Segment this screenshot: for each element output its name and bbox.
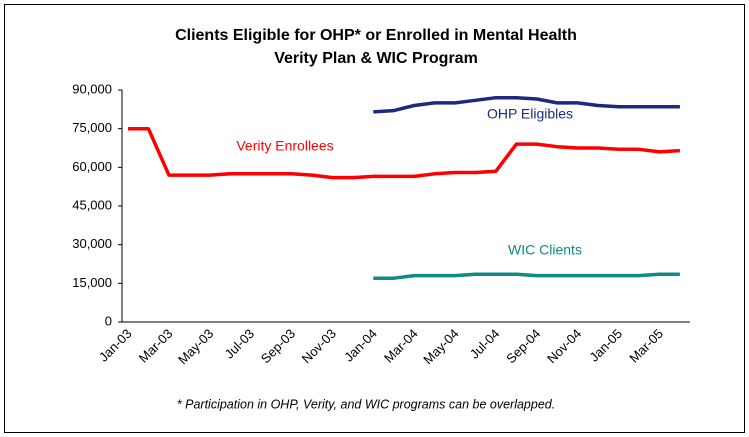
chart-title: Verity Plan & WIC Program bbox=[274, 50, 478, 67]
y-tick-label: 60,000 bbox=[72, 159, 112, 174]
series-label: OHP Eligibles bbox=[487, 106, 573, 122]
y-tick-label: 45,000 bbox=[72, 197, 112, 212]
footnote: * Participation in OHP, Verity, and WIC … bbox=[177, 397, 555, 411]
y-tick-label: 0 bbox=[105, 313, 112, 328]
chart-frame bbox=[4, 4, 745, 433]
y-tick-label: 30,000 bbox=[72, 236, 112, 251]
y-tick-label: 75,000 bbox=[72, 120, 112, 135]
series-label: Verity Enrollees bbox=[236, 138, 333, 154]
chart-title: Clients Eligible for OHP* or Enrolled in… bbox=[175, 27, 577, 44]
series-line bbox=[373, 95, 680, 114]
y-tick-label: 90,000 bbox=[72, 81, 112, 96]
series-line bbox=[373, 272, 680, 280]
y-tick-label: 15,000 bbox=[72, 275, 112, 290]
series-label: WIC Clients bbox=[508, 242, 582, 258]
series-line bbox=[128, 126, 681, 180]
